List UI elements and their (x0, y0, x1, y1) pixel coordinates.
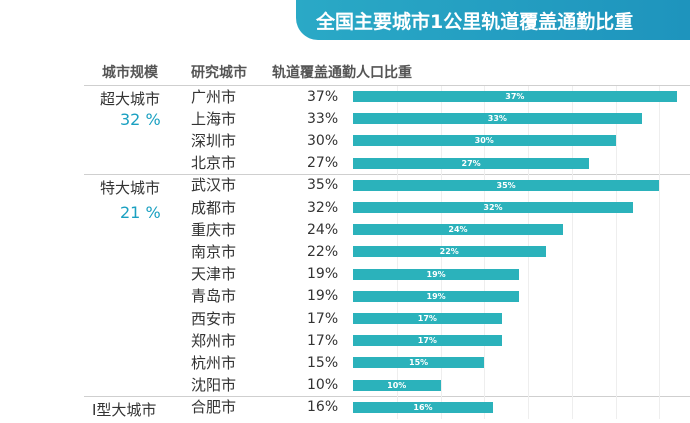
gridline (571, 86, 573, 419)
bar: 17% (353, 335, 502, 347)
value-label: 17% (307, 332, 339, 349)
bar: 15% (353, 357, 485, 369)
bar-data-label: 33% (487, 114, 507, 124)
value-label: 37% (307, 88, 339, 105)
bar: 35% (353, 179, 660, 191)
column-header-city: 研究城市 (191, 65, 247, 81)
value-label: 17% (307, 310, 339, 327)
value-label: 15% (307, 354, 339, 371)
bar: 22% (353, 246, 546, 258)
city-label: 南京市 (191, 242, 237, 261)
group-label-supercity: 特大城市 (100, 179, 161, 197)
bar-data-label: 22% (439, 247, 459, 257)
bar: 19% (353, 290, 520, 302)
value-label: 22% (307, 243, 339, 260)
bar-data-label: 10% (387, 380, 407, 390)
bar-data-label: 16% (413, 402, 433, 412)
bar-data-label: 24% (448, 225, 468, 235)
gridline (659, 86, 661, 419)
value-label: 27% (307, 155, 339, 172)
city-label: 郑州市 (191, 331, 237, 350)
value-label: 24% (307, 221, 339, 238)
value-label: 35% (307, 177, 339, 194)
city-label: 杭州市 (191, 353, 237, 372)
bar: 30% (353, 135, 616, 147)
city-label: 北京市 (191, 154, 237, 173)
bar-data-label: 19% (426, 269, 446, 279)
bar-data-label: 27% (461, 158, 481, 168)
city-label: 青岛市 (191, 287, 237, 306)
bar-data-label: 17% (417, 314, 437, 323)
city-label: 上海市 (191, 109, 237, 128)
city-label: 成都市 (191, 198, 237, 217)
city-label: 天津市 (191, 265, 237, 284)
bar-data-label: 35% (496, 180, 516, 190)
city-label: 合肥市 (191, 398, 237, 417)
group-label-type1-city: Ⅰ型大城市 (92, 401, 157, 419)
group-divider-2 (84, 396, 690, 397)
group-pct-megacity: 32 % (120, 110, 161, 129)
bar-data-label: 17% (417, 336, 437, 346)
header-divider (84, 85, 690, 86)
bar: 33% (353, 113, 642, 125)
city-label: 广州市 (191, 87, 237, 106)
bar-data-label: 15% (409, 358, 429, 368)
title-banner: 全国主要城市1公里轨道覆盖通勤比重 (296, 0, 690, 40)
value-label: 19% (307, 288, 339, 305)
chart-title: 全国主要城市1公里轨道覆盖通勤比重 (316, 11, 634, 33)
bar: 37% (353, 91, 677, 102)
city-label: 沈阳市 (191, 376, 237, 395)
value-label: 33% (307, 110, 339, 127)
city-label: 西安市 (191, 309, 237, 328)
bar-data-label: 37% (505, 92, 525, 101)
bar: 19% (353, 268, 520, 280)
bar: 24% (353, 224, 563, 236)
bar: 32% (353, 202, 633, 213)
group-label-megacity: 超大城市 (100, 90, 161, 108)
bar-data-label: 19% (426, 291, 446, 301)
bar: 17% (353, 313, 502, 324)
value-label: 16% (307, 399, 339, 416)
column-header-ratio: 轨道覆盖通勤人口比重 (272, 65, 412, 81)
column-header-scale: 城市规模 (102, 65, 158, 81)
bar: 16% (353, 401, 493, 413)
bar: 10% (353, 379, 441, 391)
value-label: 30% (307, 132, 339, 149)
bar-data-label: 32% (483, 203, 503, 212)
city-label: 重庆市 (191, 220, 237, 239)
city-label: 深圳市 (191, 131, 237, 150)
city-label: 武汉市 (191, 176, 237, 195)
bar: 27% (353, 157, 590, 169)
value-label: 19% (307, 266, 339, 283)
bar-data-label: 30% (474, 136, 494, 146)
value-label: 32% (307, 199, 339, 216)
value-label: 10% (307, 377, 339, 394)
group-pct-supercity: 21 % (120, 203, 161, 222)
gridline (615, 86, 617, 419)
group-divider-1 (84, 174, 690, 175)
